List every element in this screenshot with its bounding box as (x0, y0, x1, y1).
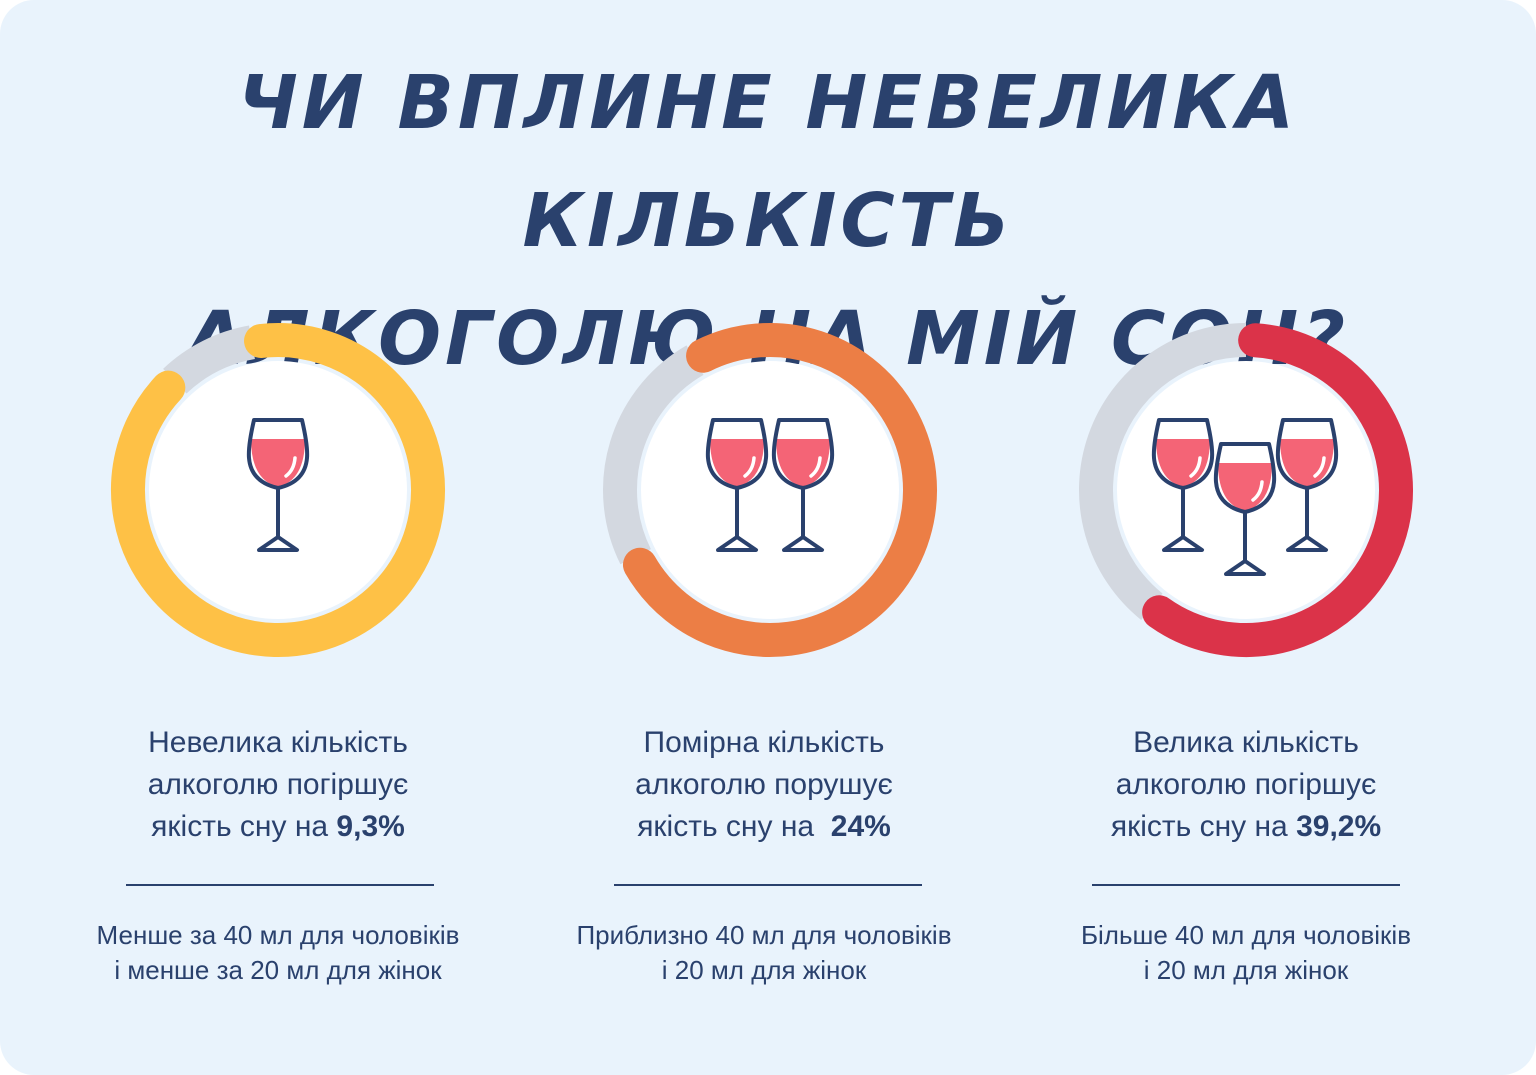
caption-line: якість сну на 39,2% (1006, 806, 1486, 848)
note-line: і 20 мл для жінок (661, 955, 867, 985)
gauge-value-segment (1142, 323, 1413, 657)
caption-line: якість сну на 9,3% (38, 806, 518, 848)
ring-gauge-svg (111, 323, 445, 657)
glass-foot (1224, 559, 1266, 576)
ring-gauge-svg (603, 323, 937, 657)
one-wine-glass-icon (246, 418, 310, 552)
glass-bowl (246, 418, 310, 490)
wine-glass-icon (1213, 442, 1277, 576)
caption-line: якість сну на 24% (524, 806, 1004, 848)
caption-line: Невелика кількість (148, 726, 408, 759)
wine-fill (710, 439, 764, 487)
glass-highlight (809, 456, 822, 478)
ring-gauge-svg (1079, 323, 1413, 657)
note-line: і 20 мл для жінок (1143, 955, 1349, 985)
glass-foot (782, 535, 824, 552)
wine-glass-icon (705, 418, 769, 552)
glass-foot (1162, 535, 1204, 552)
wine-fill (1218, 463, 1272, 511)
glass-foot (1286, 535, 1328, 552)
divider (1092, 884, 1400, 886)
glass-bowl (1151, 418, 1215, 490)
gauge-track-segment (1079, 323, 1247, 620)
wine-glass-icon (771, 418, 835, 552)
glass-bowl (1275, 418, 1339, 490)
gauge-inner-circle (641, 361, 899, 619)
glass-bowl (1213, 442, 1277, 514)
wine-fill (1280, 439, 1334, 487)
note-line: Приблизно 40 мл для чоловіків (576, 920, 952, 950)
percentage-value: 9,3% (336, 810, 405, 843)
note-small-amount: Менше за 40 мл для чоловіків і менше за … (38, 918, 518, 988)
gauge-track-segment (163, 325, 256, 394)
caption-line: алкоголю погіршує (1115, 768, 1377, 801)
two-wine-glasses-icon (705, 418, 835, 552)
caption-moderate-amount: Помірна кількість алкоголю порушує якіст… (524, 722, 1004, 848)
percentage-value: 24% (830, 810, 891, 843)
gauge-value-segment (111, 323, 445, 657)
caption-line: алкоголю порушує (635, 768, 893, 801)
divider (126, 884, 434, 886)
glass-foot (716, 535, 758, 552)
caption-small-amount: Невелика кількість алкоголю погіршує які… (38, 722, 518, 848)
caption-line: Помірна кількість (643, 726, 885, 759)
glass-bowl (771, 418, 835, 490)
wine-fill (776, 439, 830, 487)
wine-glass-icon (246, 418, 310, 552)
gauge-track-segment (603, 345, 704, 565)
glass-highlight (1313, 456, 1326, 478)
wine-glass-icon (1151, 418, 1215, 552)
gauge-large-amount (1076, 320, 1416, 660)
note-moderate-amount: Приблизно 40 мл для чоловіків і 20 мл дл… (524, 918, 1004, 988)
caption-large-amount: Велика кількість алкоголю погіршує якіст… (1006, 722, 1486, 848)
glass-foot (257, 535, 299, 552)
caption-prefix: якість сну на (1110, 810, 1288, 843)
wine-fill (251, 439, 305, 487)
divider (614, 884, 922, 886)
percentage-value: 39,2% (1296, 810, 1382, 843)
gauge-moderate-amount (600, 320, 940, 660)
glass-bowl (705, 418, 769, 490)
note-line: Більше 40 мл для чоловіків (1080, 920, 1412, 950)
glass-highlight (1189, 456, 1202, 478)
note-line: і менше за 20 мл для жінок (114, 955, 442, 985)
gauge-small-amount (108, 320, 448, 660)
wine-glass-icon (1275, 418, 1339, 552)
glass-highlight (284, 456, 297, 478)
title-line-1: Чи вплине невелика кількість (237, 60, 1299, 264)
wine-fill (1156, 439, 1210, 487)
glass-highlight (743, 456, 756, 478)
three-wine-glasses-icon (1151, 418, 1339, 576)
caption-prefix: якість сну на (151, 810, 329, 843)
note-large-amount: Більше 40 мл для чоловіків і 20 мл для ж… (1006, 918, 1486, 988)
caption-line: алкоголю погіршує (147, 768, 409, 801)
caption-line: Велика кількість (1133, 726, 1359, 759)
glass-highlight (1251, 480, 1264, 502)
note-line: Менше за 40 мл для чоловіків (96, 920, 460, 950)
caption-prefix: якість сну на (637, 810, 815, 843)
gauge-value-segment (622, 323, 937, 657)
